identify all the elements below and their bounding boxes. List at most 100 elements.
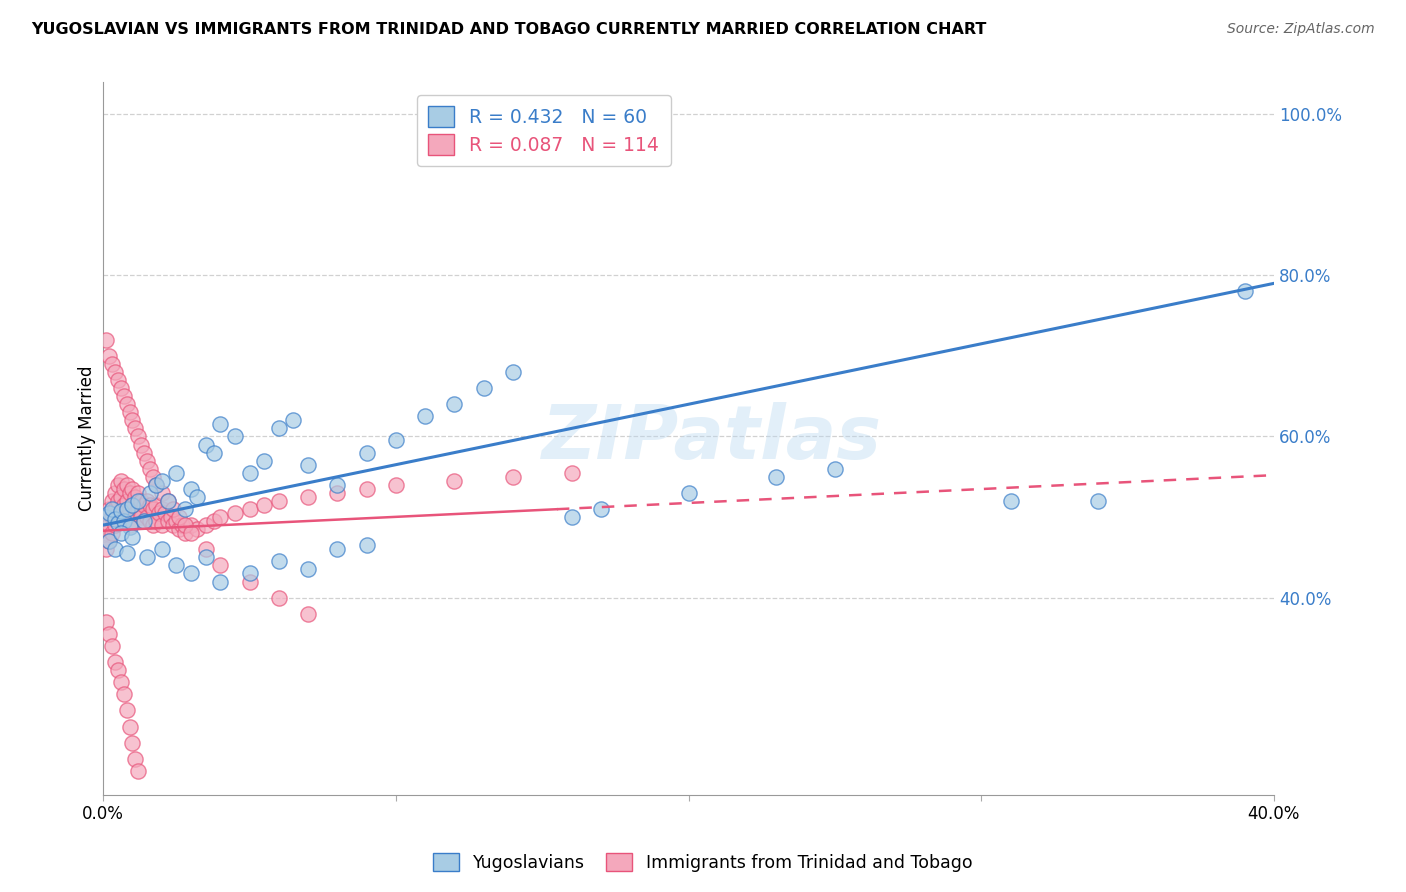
Point: [124, 490, 146, 504]
Point: [1000, 494, 1022, 508]
Point: [115, 494, 138, 508]
Point: [204, 445, 226, 459]
Point: [98, 518, 121, 533]
Point: [110, 381, 132, 395]
Point: [112, 514, 135, 528]
Point: [94, 510, 117, 524]
Point: [94, 526, 117, 541]
Point: [169, 522, 191, 536]
Point: [186, 522, 208, 536]
Point: [121, 514, 143, 528]
Point: [297, 562, 319, 576]
Point: [110, 506, 132, 520]
Point: [1087, 494, 1109, 508]
Point: [413, 409, 436, 424]
Point: [134, 514, 156, 528]
Point: [209, 510, 232, 524]
Point: [385, 478, 408, 492]
Point: [153, 506, 176, 520]
Text: YUGOSLAVIAN VS IMMIGRANTS FROM TRINIDAD AND TOBAGO CURRENTLY MARRIED CORRELATION: YUGOSLAVIAN VS IMMIGRANTS FROM TRINIDAD …: [31, 22, 986, 37]
Point: [98, 534, 121, 549]
Point: [174, 502, 197, 516]
Point: [104, 518, 127, 533]
Point: [118, 502, 141, 516]
Point: [104, 486, 127, 500]
Point: [121, 413, 143, 427]
Point: [209, 558, 232, 573]
Point: [107, 373, 129, 387]
Point: [121, 498, 143, 512]
Point: [104, 542, 127, 557]
Point: [180, 566, 202, 581]
Point: [107, 494, 129, 508]
Point: [136, 453, 159, 467]
Point: [162, 502, 184, 516]
Point: [139, 498, 162, 512]
Point: [150, 518, 173, 533]
Point: [121, 736, 143, 750]
Point: [238, 466, 260, 480]
Point: [101, 502, 124, 516]
Point: [134, 514, 156, 528]
Point: [253, 453, 276, 467]
Text: Source: ZipAtlas.com: Source: ZipAtlas.com: [1227, 22, 1375, 37]
Point: [180, 482, 202, 496]
Point: [326, 542, 349, 557]
Point: [156, 514, 179, 528]
Point: [118, 486, 141, 500]
Point: [472, 381, 495, 395]
Point: [107, 663, 129, 677]
Point: [129, 437, 152, 451]
Point: [765, 469, 787, 483]
Point: [150, 474, 173, 488]
Point: [326, 486, 349, 500]
Point: [121, 530, 143, 544]
Point: [107, 516, 129, 531]
Point: [150, 542, 173, 557]
Point: [118, 405, 141, 419]
Point: [150, 486, 173, 500]
Point: [180, 518, 202, 533]
Point: [297, 458, 319, 472]
Point: [115, 478, 138, 492]
Point: [134, 445, 156, 459]
Point: [94, 615, 117, 629]
Point: [165, 466, 187, 480]
Point: [145, 478, 167, 492]
Point: [139, 461, 162, 475]
Point: [115, 397, 138, 411]
Point: [148, 506, 170, 520]
Point: [238, 574, 260, 589]
Point: [127, 429, 149, 443]
Point: [112, 482, 135, 496]
Point: [139, 514, 162, 528]
Point: [180, 526, 202, 541]
Point: [297, 490, 319, 504]
Point: [110, 526, 132, 541]
Point: [238, 502, 260, 516]
Point: [115, 510, 138, 524]
Point: [94, 510, 117, 524]
Point: [253, 498, 276, 512]
Point: [502, 469, 524, 483]
Point: [824, 461, 846, 475]
Point: [110, 474, 132, 488]
Point: [162, 518, 184, 533]
Point: [194, 518, 217, 533]
Point: [98, 502, 121, 516]
Point: [356, 538, 378, 552]
Point: [124, 506, 146, 520]
Point: [172, 518, 194, 533]
Point: [297, 607, 319, 621]
Point: [124, 752, 146, 766]
Point: [142, 518, 165, 533]
Point: [121, 482, 143, 496]
Point: [104, 365, 127, 379]
Point: [267, 494, 290, 508]
Point: [118, 518, 141, 533]
Point: [156, 494, 179, 508]
Point: [142, 469, 165, 483]
Point: [115, 703, 138, 717]
Point: [98, 627, 121, 641]
Point: [112, 498, 135, 512]
